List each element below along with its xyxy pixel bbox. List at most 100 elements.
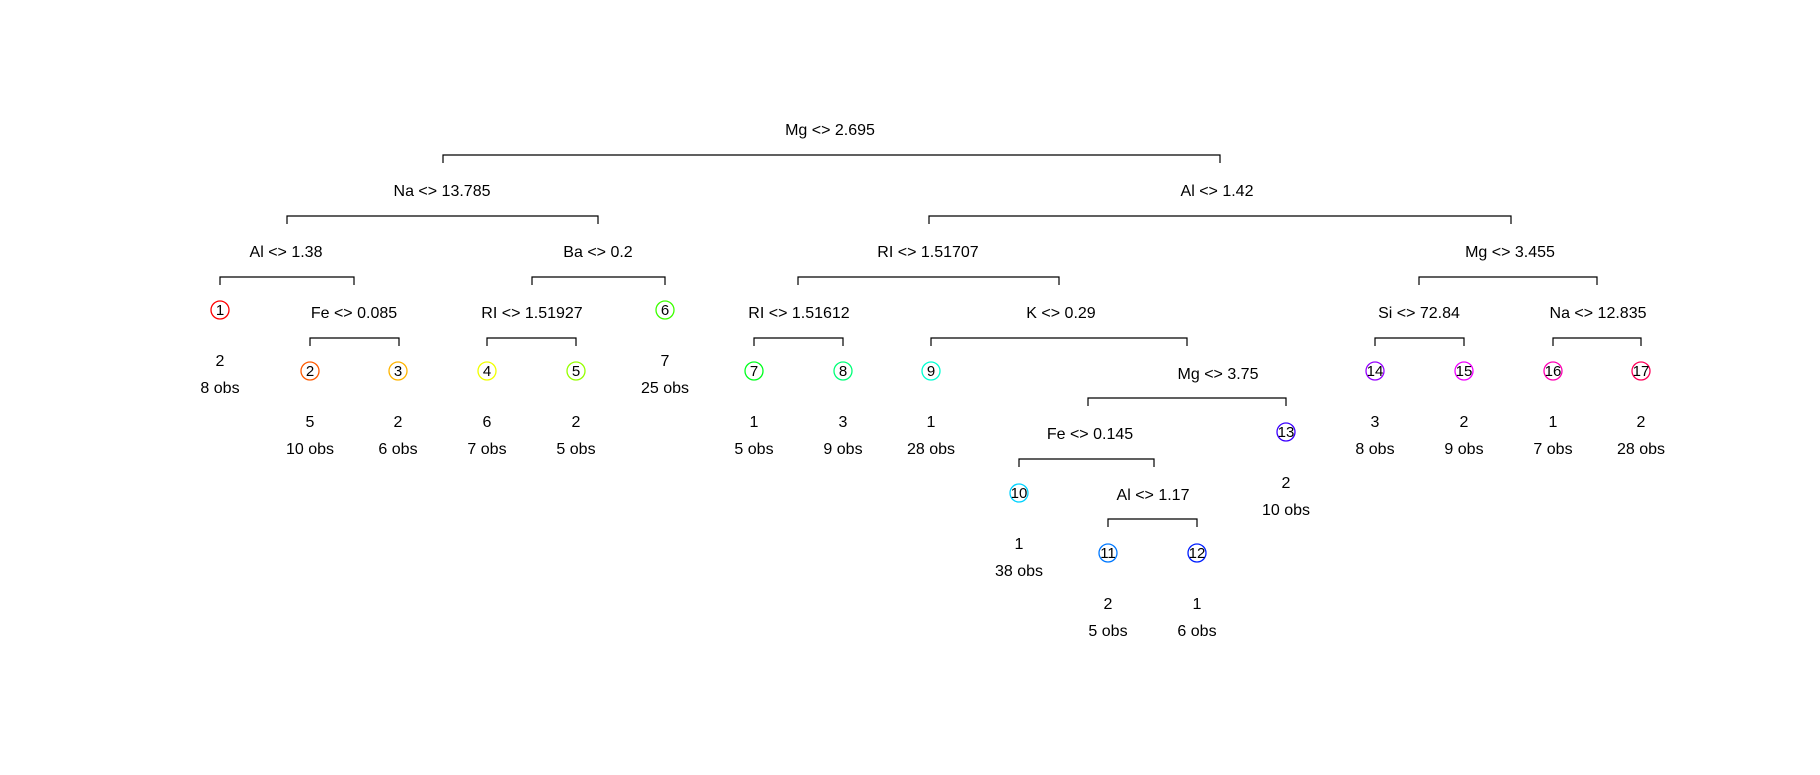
- leaf-class: 6: [483, 414, 492, 431]
- leaf-marker: [1454, 361, 1474, 381]
- split-labels: Mg <> 2.695 Na <> 13.785 Al <> 1.42 Al <…: [250, 122, 1647, 504]
- split-label-LRL: RI <> 1.51927: [481, 305, 583, 322]
- leaf-id: 8: [839, 363, 847, 380]
- leaf-obs: 9 obs: [1444, 441, 1483, 458]
- leaf-marker: [1276, 422, 1296, 442]
- leaf-marker: [388, 361, 408, 381]
- edge-RLRRL: [1018, 458, 1155, 467]
- leaf-id: 17: [1633, 363, 1650, 380]
- leaf-obs: 9 obs: [823, 441, 862, 458]
- leaf-class: 2: [1460, 414, 1469, 431]
- split-label-RR: Mg <> 3.455: [1465, 244, 1555, 261]
- leaf-obs: 7 obs: [1533, 441, 1572, 458]
- leaf-node: 5 2 5 obs: [556, 361, 596, 458]
- leaf-id: 3: [394, 363, 402, 380]
- leaf-marker: [1631, 361, 1651, 381]
- leaf-obs: 10 obs: [286, 441, 334, 458]
- leaf-id: 15: [1456, 363, 1473, 380]
- split-label-R: Al <> 1.42: [1181, 183, 1254, 200]
- split-label-RRL: Si <> 72.84: [1378, 305, 1460, 322]
- leaf-marker: [300, 361, 320, 381]
- leaf-marker: [744, 361, 764, 381]
- edge-RLL: [753, 337, 844, 346]
- split-label-RLR: K <> 0.29: [1026, 305, 1095, 322]
- leaf-obs: 8 obs: [200, 380, 239, 397]
- leaf-id: 9: [927, 363, 935, 380]
- leaf-marker: [1098, 543, 1118, 563]
- leaf-obs: 6 obs: [1177, 623, 1216, 640]
- leaf-id: 1: [216, 302, 224, 319]
- leaf-class: 2: [1637, 414, 1646, 431]
- split-label-RLRRLR: Al <> 1.17: [1117, 487, 1190, 504]
- edge-LR: [531, 276, 666, 285]
- edge-RLRR: [1087, 397, 1287, 406]
- edge-RLR: [930, 337, 1188, 346]
- split-label-RLRR: Mg <> 3.75: [1178, 366, 1259, 383]
- leaf-nodes: 1 2 8 obs 2 5 10 obs 3 2 6 obs 4 6 7 obs: [200, 300, 1665, 640]
- leaf-obs: 5 obs: [1088, 623, 1127, 640]
- leaf-obs: 7 obs: [467, 441, 506, 458]
- leaf-class: 1: [1549, 414, 1558, 431]
- edge-LRL: [486, 337, 577, 346]
- leaf-node: 14 3 8 obs: [1355, 361, 1395, 458]
- split-label-L: Na <> 13.785: [394, 183, 491, 200]
- leaf-id: 4: [483, 363, 491, 380]
- edge-LL: [219, 276, 355, 285]
- leaf-node: 15 2 9 obs: [1444, 361, 1484, 458]
- leaf-id: 13: [1278, 424, 1295, 441]
- edge-RL: [797, 276, 1060, 285]
- leaf-node: 11 2 5 obs: [1088, 543, 1128, 640]
- tree-edges: [219, 154, 1642, 527]
- leaf-node: 13 2 10 obs: [1262, 422, 1310, 519]
- leaf-id: 11: [1100, 545, 1116, 562]
- leaf-marker: [1187, 543, 1207, 563]
- leaf-class: 3: [839, 414, 848, 431]
- split-label-root: Mg <> 2.695: [785, 122, 875, 139]
- leaf-marker: [477, 361, 497, 381]
- split-label-LLR: Fe <> 0.085: [311, 305, 397, 322]
- edge-RRR: [1552, 337, 1642, 346]
- leaf-id: 7: [750, 363, 758, 380]
- leaf-node: 9 1 28 obs: [907, 361, 955, 458]
- split-label-RLL: RI <> 1.51612: [748, 305, 850, 322]
- leaf-marker: [921, 361, 941, 381]
- leaf-node: 3 2 6 obs: [378, 361, 418, 458]
- leaf-node: 6 7 25 obs: [641, 300, 689, 397]
- leaf-obs: 8 obs: [1355, 441, 1394, 458]
- leaf-class: 2: [1282, 475, 1291, 492]
- edge-L: [286, 215, 599, 224]
- leaf-class: 2: [394, 414, 403, 431]
- leaf-node: 12 1 6 obs: [1177, 543, 1217, 640]
- leaf-obs: 5 obs: [734, 441, 773, 458]
- leaf-class: 1: [750, 414, 759, 431]
- leaf-id: 5: [572, 363, 580, 380]
- leaf-node: 16 1 7 obs: [1533, 361, 1573, 458]
- leaf-obs: 28 obs: [907, 441, 955, 458]
- leaf-node: 7 1 5 obs: [734, 361, 774, 458]
- leaf-marker: [1365, 361, 1385, 381]
- leaf-obs: 25 obs: [641, 380, 689, 397]
- leaf-marker: [210, 300, 230, 320]
- leaf-marker: [1543, 361, 1563, 381]
- leaf-node: 4 6 7 obs: [467, 361, 507, 458]
- leaf-node: 1 2 8 obs: [200, 300, 240, 397]
- leaf-id: 6: [661, 302, 669, 319]
- leaf-class: 1: [927, 414, 936, 431]
- leaf-class: 5: [306, 414, 315, 431]
- leaf-obs: 6 obs: [378, 441, 417, 458]
- split-label-RL: RI <> 1.51707: [877, 244, 979, 261]
- leaf-node: 10 1 38 obs: [995, 483, 1043, 580]
- leaf-id: 14: [1367, 363, 1384, 380]
- leaf-obs: 5 obs: [556, 441, 595, 458]
- leaf-class: 2: [1104, 596, 1113, 613]
- edge-RRL: [1374, 337, 1465, 346]
- leaf-class: 7: [661, 353, 670, 370]
- leaf-class: 2: [216, 353, 225, 370]
- leaf-id: 10: [1011, 485, 1028, 502]
- edge-root: [442, 154, 1221, 163]
- leaf-class: 3: [1371, 414, 1380, 431]
- leaf-class: 1: [1015, 536, 1024, 553]
- leaf-id: 12: [1189, 545, 1206, 562]
- split-label-LL: Al <> 1.38: [250, 244, 323, 261]
